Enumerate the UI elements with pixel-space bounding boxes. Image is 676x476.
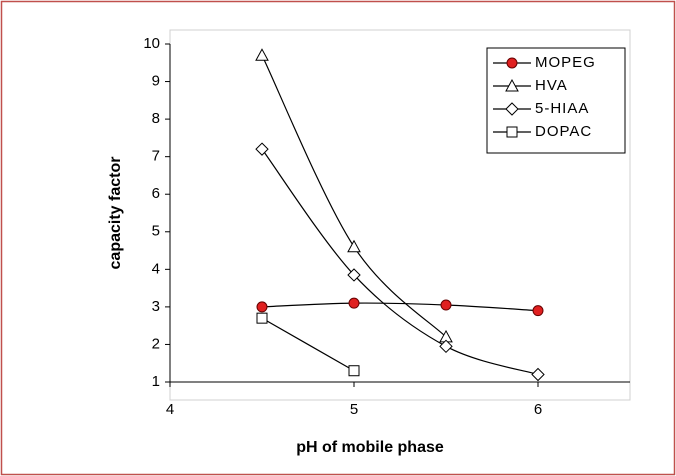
series-line: [261, 55, 447, 338]
marker: [348, 297, 360, 309]
marker: [255, 142, 269, 156]
y-axis-label: capacity factor: [107, 157, 124, 270]
y-tick-label: 4: [152, 260, 160, 277]
marker: [506, 126, 518, 138]
marker: [440, 299, 452, 311]
marker: [256, 312, 268, 324]
y-tick-label: 6: [152, 185, 160, 202]
marker: [347, 268, 361, 282]
x-tick-label: 6: [534, 401, 542, 418]
legend-label: HVA: [535, 77, 568, 94]
x-tick-label: 5: [350, 401, 358, 418]
series-line: [261, 148, 539, 376]
y-tick-label: 7: [152, 148, 160, 165]
y-tick-label: 3: [152, 298, 160, 315]
marker: [256, 301, 268, 313]
y-tick-label: 1: [152, 373, 160, 390]
marker: [439, 339, 453, 354]
marker: [531, 367, 545, 382]
y-tick-label: 9: [152, 73, 160, 90]
marker: [505, 102, 519, 116]
x-axis-label: pH of mobile phase: [296, 439, 444, 456]
legend-label: MOPEG: [535, 54, 596, 71]
series-line: [261, 302, 539, 312]
series-line: [261, 317, 355, 372]
marker: [255, 48, 269, 61]
legend-label: 5-HIAA: [535, 100, 589, 117]
y-tick-label: 10: [143, 35, 160, 52]
y-tick-label: 8: [152, 110, 160, 127]
marker: [505, 78, 519, 92]
y-tick-label: 5: [152, 223, 160, 240]
x-tick-label: 4: [166, 401, 174, 418]
marker: [348, 365, 360, 377]
marker: [347, 239, 361, 253]
legend-label: DOPAC: [535, 123, 592, 140]
marker: [506, 57, 518, 69]
y-tick-label: 2: [152, 335, 160, 352]
marker: [532, 305, 544, 317]
